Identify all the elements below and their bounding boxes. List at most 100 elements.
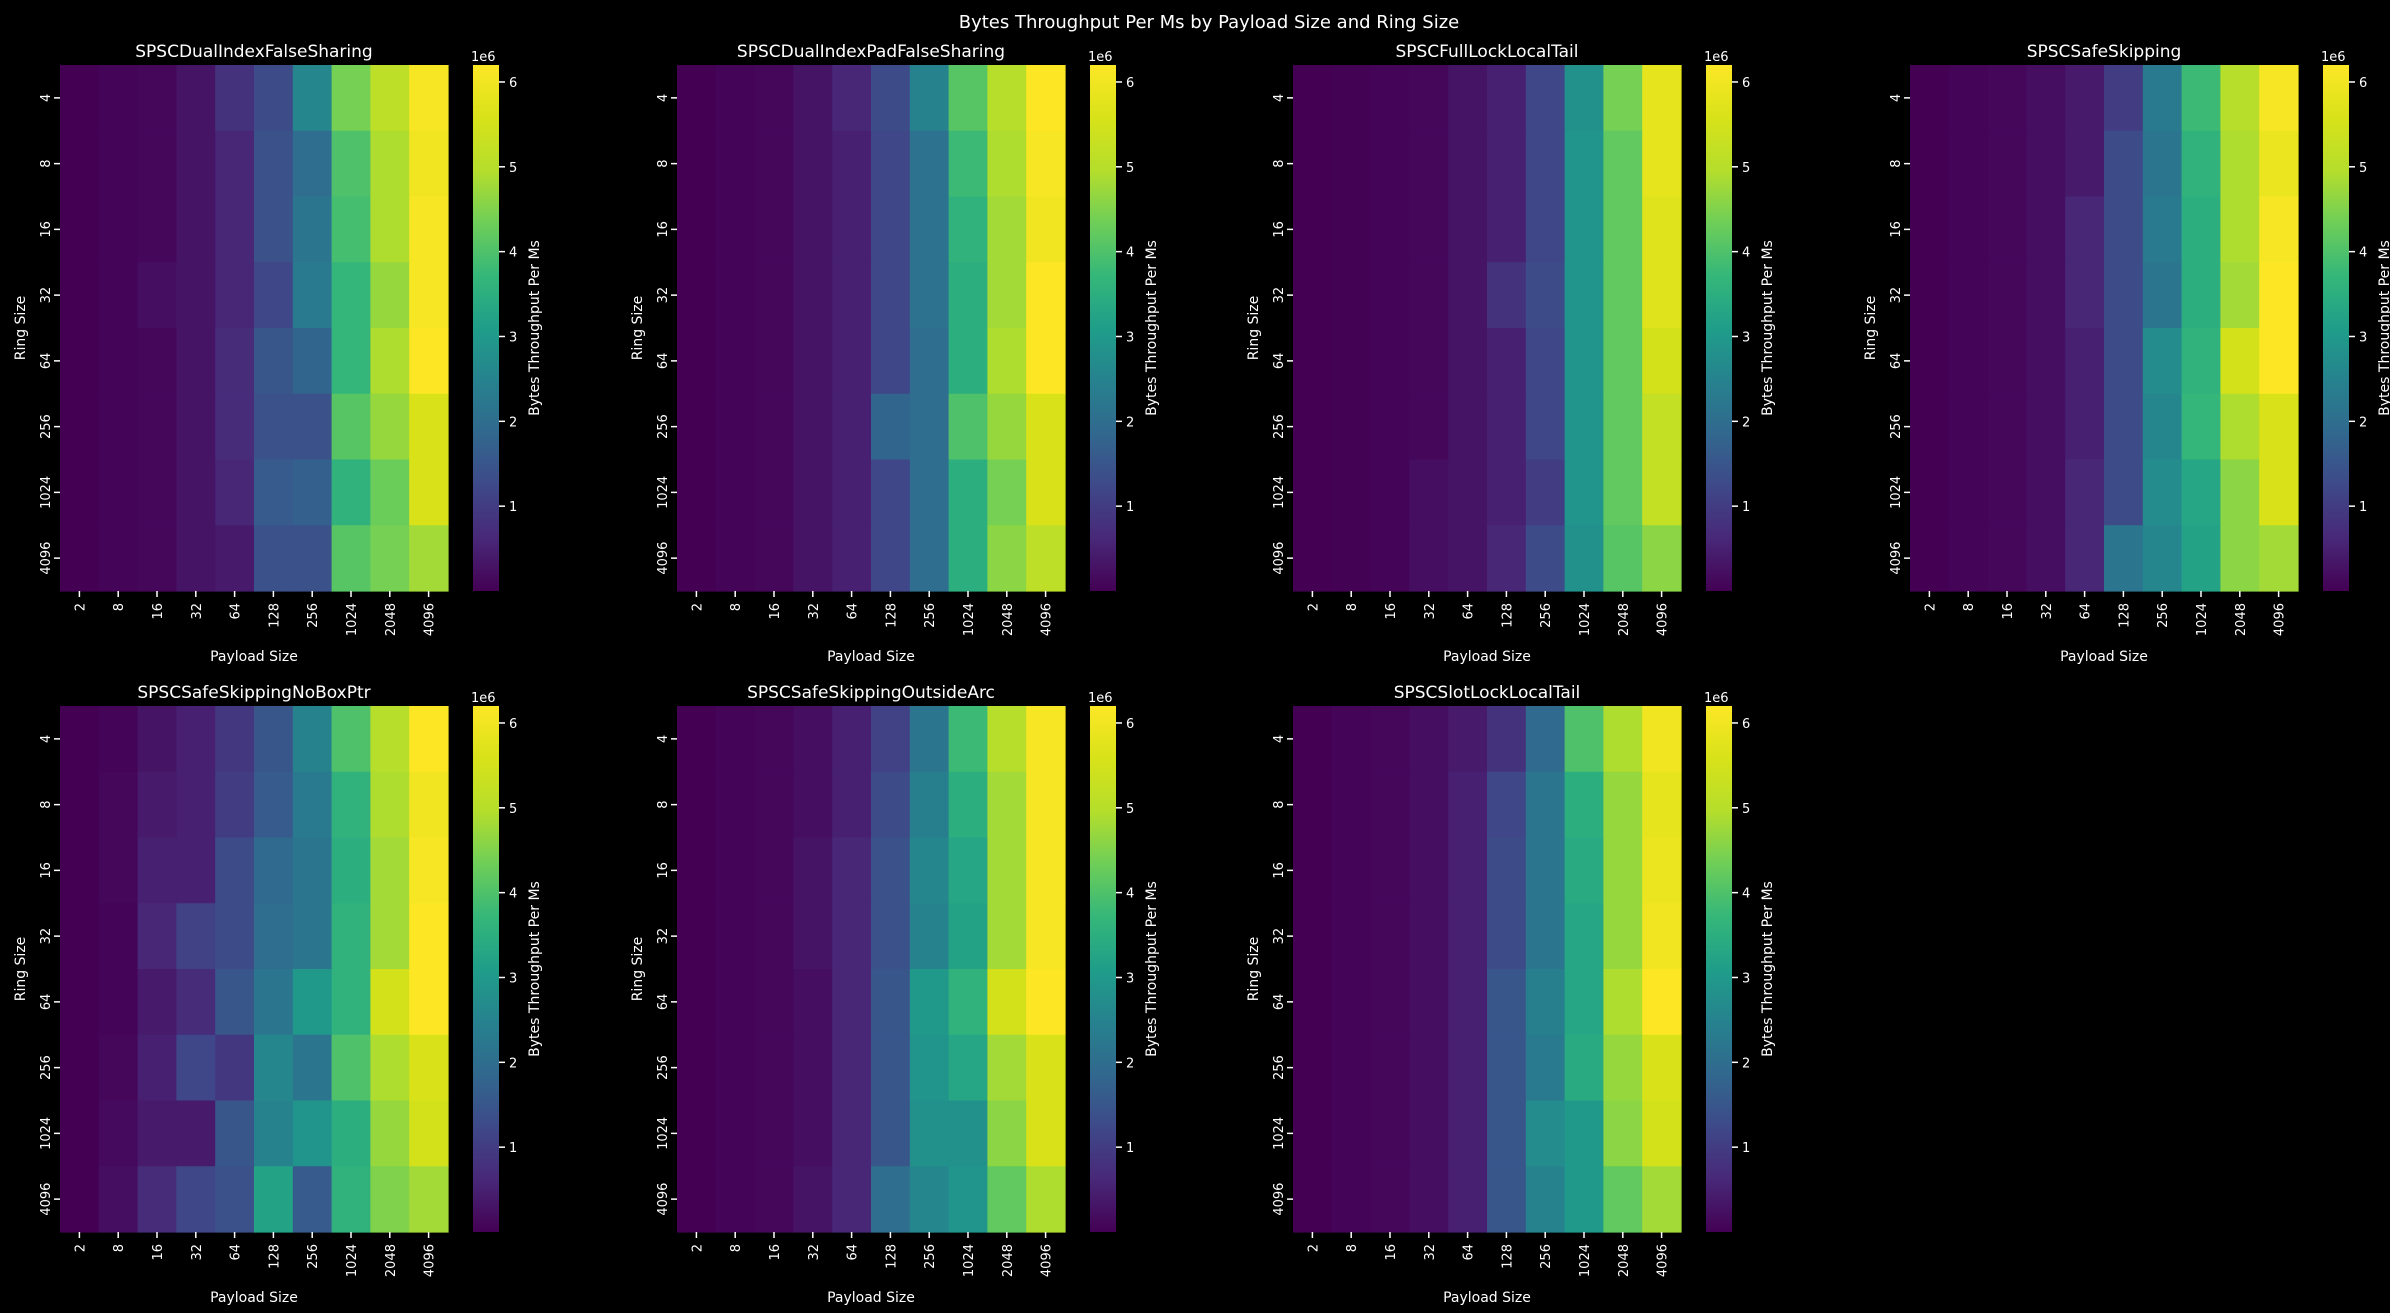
y-axis-label: Ring Size [1863, 296, 1879, 361]
heatmap-cell [871, 328, 911, 395]
heatmap-cell [871, 262, 911, 329]
heatmap-cell [754, 706, 794, 773]
heatmap-cell [1448, 903, 1488, 970]
colorbar-tick-label: 6 [1126, 76, 1134, 91]
x-tick-label: 32 [807, 1244, 822, 1261]
heatmap-cell [409, 969, 449, 1036]
heatmap-cell [254, 1100, 294, 1167]
heatmap-cell [1026, 1034, 1066, 1102]
x-tick-label: 2 [1923, 603, 1938, 611]
y-tick-label: 1024 [39, 476, 54, 509]
heatmap-cell [409, 196, 449, 263]
heatmap-cell [754, 130, 794, 198]
heatmap-cell [1448, 525, 1488, 592]
heatmap-cell [948, 706, 988, 773]
heatmap-cell [754, 903, 794, 970]
heatmap-cell [1487, 459, 1527, 526]
heatmap-cell [1370, 525, 1410, 592]
heatmap-cell [215, 130, 255, 198]
y-tick-label: 1024 [39, 1117, 54, 1150]
heatmap-cell [715, 393, 756, 461]
colorbar-tick-label: 1 [1126, 1141, 1134, 1156]
colorbar-label: Bytes Throughput Per Ms [527, 240, 543, 416]
heatmap-cell [1026, 771, 1066, 839]
x-tick-label: 16 [768, 1244, 783, 1261]
heatmap-cell [60, 525, 100, 592]
heatmap-cell [1409, 196, 1449, 263]
heatmap-cell [331, 196, 371, 263]
heatmap-cell [2142, 130, 2183, 198]
heatmap-cell [254, 130, 294, 198]
heatmap-cell [909, 196, 950, 263]
heatmap-cell [1642, 903, 1682, 970]
x-tick-label: 256 [1539, 1244, 1554, 1269]
heatmap-cell [1525, 1100, 1566, 1167]
x-tick-label: 128 [884, 603, 899, 628]
colorbar-tick-label: 3 [509, 971, 517, 986]
heatmap-cell [2220, 130, 2260, 198]
heatmap-cell [909, 837, 950, 904]
heatmap-cell [1525, 393, 1566, 461]
heatmap-cell [1525, 837, 1566, 904]
colorbar-tick-label: 1 [509, 500, 517, 515]
heatmap-cell [1448, 1034, 1488, 1102]
heatmap-cell [1987, 393, 2027, 461]
heatmap-cell [1409, 65, 1449, 132]
heatmap-cell [1603, 459, 1643, 526]
heatmap-cell [1331, 262, 1372, 329]
colorbar-tick-label: 6 [1126, 717, 1134, 732]
colorbar-tick-label: 1 [1742, 500, 1750, 515]
heatmap-cell [1603, 196, 1643, 263]
heatmap-cell [909, 706, 950, 773]
heatmap-cell [1409, 328, 1449, 395]
x-tick-label: 2 [690, 603, 705, 611]
figure-suptitle: Bytes Throughput Per Ms by Payload Size … [959, 12, 1460, 33]
heatmap-cell [948, 969, 988, 1036]
x-tick-label: 16 [768, 603, 783, 620]
heatmap-cell [948, 837, 988, 904]
x-tick-label: 2048 [2234, 603, 2249, 636]
heatmap-cell [677, 393, 717, 461]
heatmap-cell [871, 706, 911, 773]
colorbar-tick-label: 3 [1126, 971, 1134, 986]
heatmap-cell [2220, 65, 2260, 132]
y-axis-label: Ring Size [13, 296, 29, 361]
x-tick-label: 128 [267, 1244, 282, 1269]
heatmap-cell [871, 771, 911, 839]
heatmap-cell [215, 903, 255, 970]
heatmap-cell [2026, 393, 2066, 461]
heatmap-cell [1987, 262, 2027, 329]
x-tick-label: 2 [73, 603, 88, 611]
heatmap-cell [987, 706, 1027, 773]
heatmap-cell [370, 837, 410, 904]
heatmap-cell [1642, 706, 1682, 773]
heatmap-cell [987, 65, 1027, 132]
heatmap-cell [1026, 262, 1066, 329]
colorbar-tick-label: 4 [1742, 887, 1750, 902]
colorbar-tick-label: 2 [1126, 1056, 1134, 1071]
heatmap-cell [909, 262, 950, 329]
heatmap-cell [331, 837, 371, 904]
x-tick-label: 8 [729, 1244, 744, 1252]
heatmap-cell [370, 1166, 410, 1233]
heatmap-cell [60, 903, 100, 970]
heatmap-cell [677, 459, 717, 526]
heatmap-cell [331, 1100, 371, 1167]
heatmap-cell [1409, 525, 1449, 592]
y-tick-label: 256 [1889, 414, 1904, 439]
colorbar-tick-label: 5 [509, 161, 517, 176]
heatmap-cell [1293, 130, 1333, 198]
y-tick-label: 8 [39, 159, 54, 167]
y-tick-label: 16 [1889, 221, 1904, 238]
heatmap-cell [409, 903, 449, 970]
x-tick-label: 2048 [1617, 603, 1632, 636]
heatmap-cell [1910, 196, 1950, 263]
heatmap-cell [1948, 459, 1989, 526]
heatmap-cell [1370, 459, 1410, 526]
heatmap-cell [909, 393, 950, 461]
heatmap-cell [1293, 903, 1333, 970]
colorbar [1706, 706, 1732, 1232]
heatmap-cell [1642, 525, 1682, 592]
x-tick-label: 4096 [1656, 1244, 1671, 1277]
